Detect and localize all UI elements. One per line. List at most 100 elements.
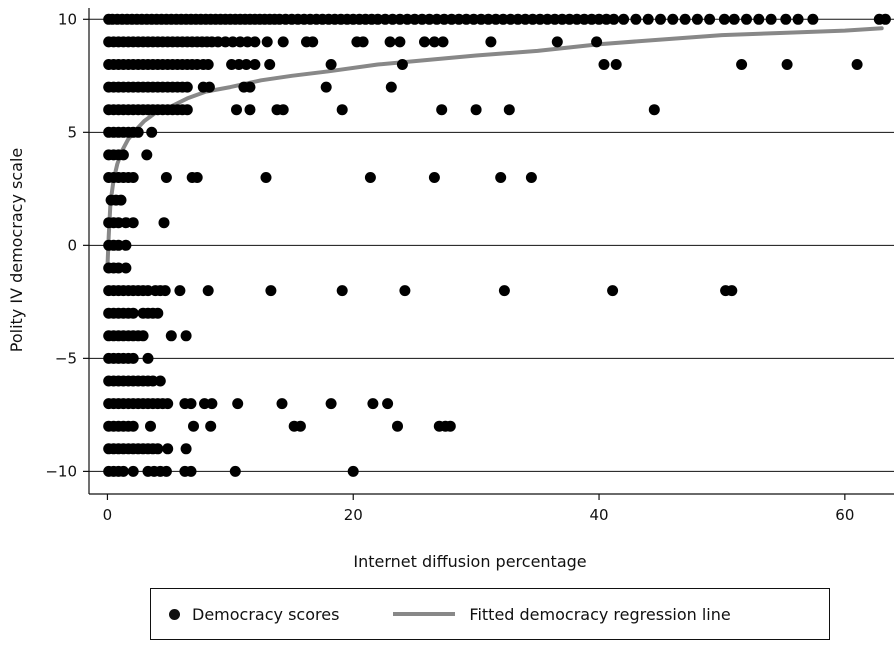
data-point (277, 36, 289, 48)
data-point (141, 149, 153, 161)
tick-labels: 10 5 0 −5 −10 0 20 40 60 (45, 10, 854, 524)
data-point (174, 285, 186, 297)
data-point (551, 36, 563, 48)
data-point (127, 465, 139, 477)
line-marker-icon (393, 612, 456, 616)
data-point (127, 217, 139, 229)
data-point (158, 217, 170, 229)
data-point (642, 13, 654, 25)
data-point (765, 13, 777, 25)
data-point (117, 465, 129, 477)
data-point (152, 443, 164, 455)
data-point (382, 398, 394, 410)
data-point (127, 352, 139, 364)
data-point (384, 36, 396, 48)
data-point (679, 13, 691, 25)
data-point (367, 398, 379, 410)
data-point (618, 13, 630, 25)
data-point (120, 262, 132, 274)
data-point (120, 239, 132, 251)
data-point (320, 81, 332, 93)
data-point (162, 443, 174, 455)
data-point (741, 13, 752, 25)
data-point (185, 398, 197, 410)
legend-label: Democracy scores (192, 604, 340, 624)
data-point (202, 285, 214, 297)
data-point (485, 36, 497, 48)
fitted-regression-line (105, 26, 884, 270)
data-point (428, 172, 440, 183)
data-point (165, 330, 177, 342)
data-point (132, 126, 144, 138)
x-axis-title: Internet diffusion percentage (353, 552, 586, 571)
legend-item-fitted-line: Fitted democracy regression line (339, 605, 731, 624)
y-tick-label: 5 (67, 123, 77, 141)
data-point (598, 59, 610, 70)
data-point (232, 398, 244, 410)
data-point (206, 398, 218, 410)
data-point (205, 420, 217, 432)
data-point (437, 36, 449, 48)
data-point (736, 59, 748, 70)
data-point (145, 420, 156, 432)
data-point (336, 104, 348, 116)
data-point (792, 13, 804, 25)
data-point (277, 104, 289, 116)
data-point (364, 172, 376, 183)
data-point (137, 330, 149, 342)
x-tick-label: 60 (835, 506, 854, 524)
data-point (240, 59, 252, 70)
data-point (146, 126, 158, 138)
data-point (325, 398, 337, 410)
data-point (191, 172, 203, 183)
regression-line-layer (105, 26, 884, 270)
data-point (229, 465, 241, 477)
data-point (249, 36, 261, 48)
data-point (608, 13, 620, 25)
y-tick-label: −10 (45, 462, 77, 480)
data-point (264, 59, 276, 70)
data-point (648, 104, 660, 116)
data-point (336, 285, 348, 297)
data-point (753, 13, 765, 25)
data-point (704, 13, 716, 25)
data-point (347, 465, 359, 477)
data-point (728, 13, 740, 25)
data-point (780, 13, 792, 25)
data-point (385, 81, 397, 93)
data-point (154, 375, 166, 387)
data-point (181, 104, 193, 116)
data-point (396, 59, 408, 70)
y-tick-label: 10 (58, 10, 77, 28)
data-point (394, 36, 406, 48)
data-point (294, 420, 306, 432)
data-point (231, 104, 242, 116)
data-point (202, 59, 214, 70)
data-point (307, 36, 319, 48)
data-point (117, 149, 129, 161)
data-point (591, 36, 603, 48)
x-tick-label: 0 (103, 506, 113, 524)
data-point (127, 172, 139, 183)
data-point (325, 59, 337, 70)
data-point (188, 420, 199, 432)
data-point (610, 59, 622, 70)
x-tick-label: 40 (589, 506, 608, 524)
data-point (203, 81, 215, 93)
dot-marker-icon (169, 608, 180, 620)
data-point (160, 172, 172, 183)
scatter-chart: 10 5 0 −5 −10 0 20 40 60 Internet diffusion perc… (7, 8, 894, 571)
y-tick-label: −5 (55, 349, 77, 367)
data-point (726, 285, 738, 297)
data-point (503, 104, 515, 116)
data-point (115, 194, 127, 206)
data-point (879, 13, 891, 25)
legend: Democracy scores Fitted democracy regres… (150, 588, 830, 640)
data-point (244, 81, 256, 93)
data-point (691, 13, 703, 25)
data-point (428, 36, 440, 48)
data-point (152, 307, 164, 319)
data-point (244, 104, 256, 116)
data-point (667, 13, 679, 25)
data-point (181, 81, 193, 93)
